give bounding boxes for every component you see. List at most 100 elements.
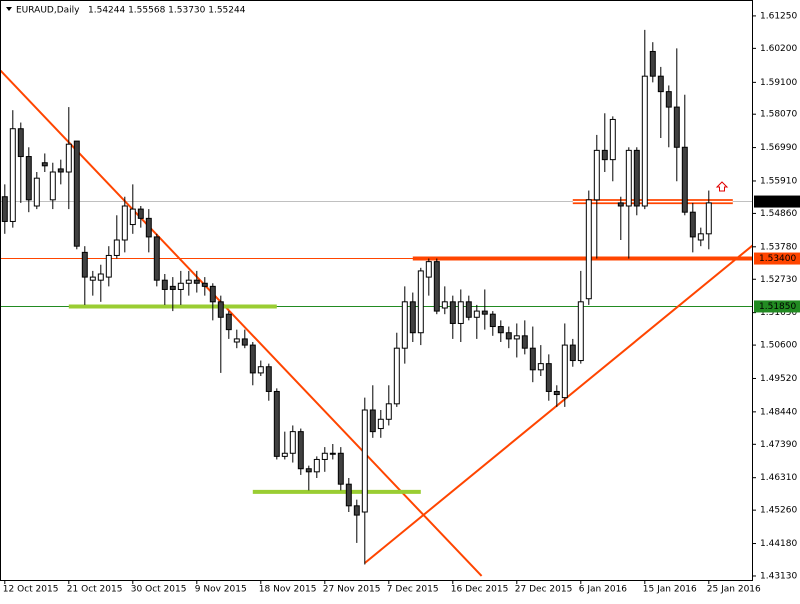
x-tick-label: 30 Oct 2015 — [131, 585, 187, 595]
y-tick-label: 1.45260 — [760, 506, 797, 516]
x-tick-label: 6 Jan 2016 — [579, 585, 627, 595]
candle-body — [233, 338, 240, 343]
candle-body — [217, 301, 224, 318]
candle-body — [441, 301, 448, 309]
candle-body — [337, 452, 344, 485]
candle-body — [241, 338, 248, 346]
candle-body — [529, 347, 536, 371]
candle-body — [369, 409, 376, 433]
y-tick-label: 1.44180 — [760, 539, 797, 549]
candle-body — [201, 282, 208, 287]
y-tick-label: 1.52730 — [760, 275, 797, 285]
candle-body — [417, 270, 424, 334]
candle-body — [409, 301, 416, 334]
candle-body — [593, 149, 600, 201]
trend-line — [364, 244, 752, 564]
x-tick-label: 15 Jan 2016 — [643, 585, 697, 595]
candle-body — [65, 143, 72, 173]
y-tick-label: 1.61250 — [760, 11, 797, 21]
candle-body — [225, 313, 232, 331]
candle-body — [129, 208, 136, 226]
candle-body — [257, 366, 264, 374]
plot-frame — [0, 0, 753, 581]
candle-body — [185, 279, 192, 284]
candle-body — [353, 505, 360, 516]
y-tick-label: 1.51650 — [760, 308, 797, 318]
candle-body — [689, 211, 696, 238]
level-label: 1.51850 — [759, 302, 796, 312]
candle-body — [513, 335, 520, 340]
candle-body — [641, 75, 648, 207]
candle-body — [585, 199, 592, 300]
candle-body — [697, 233, 704, 241]
candle-body — [673, 106, 680, 148]
candle-body — [497, 326, 504, 334]
candle-body — [105, 254, 112, 278]
candle-body — [17, 128, 24, 158]
candle-body — [41, 162, 48, 167]
x-tick-label: 18 Nov 2015 — [259, 585, 317, 595]
candle-body — [665, 91, 672, 108]
candle-body — [121, 205, 128, 241]
candle-body — [633, 149, 640, 207]
candle-body — [273, 390, 280, 457]
candle-body — [657, 75, 664, 93]
level-label-box — [754, 252, 800, 265]
y-tick-label: 1.60200 — [760, 44, 797, 54]
level-label-box — [754, 300, 800, 313]
candle-body — [209, 285, 216, 303]
candle-body — [401, 301, 408, 349]
candle-body — [297, 431, 304, 470]
candle-body — [89, 276, 96, 281]
candle-body — [481, 310, 488, 315]
candle-body — [81, 251, 88, 278]
candle-body — [73, 140, 80, 247]
y-tick-label: 1.46310 — [760, 473, 797, 483]
x-tick-label: 21 Oct 2015 — [67, 585, 123, 595]
candle-body — [377, 418, 384, 430]
candle-body — [561, 344, 568, 399]
candle-body — [425, 261, 432, 278]
candle-body — [169, 285, 176, 290]
y-tick-label: 1.53780 — [760, 242, 797, 252]
candle-body — [465, 301, 472, 318]
candle-body — [313, 458, 320, 473]
x-tick-label: 25 Jan 2016 — [707, 585, 761, 595]
candle-body — [153, 236, 160, 281]
candle-body — [537, 363, 544, 371]
plot-area — [1, 29, 752, 577]
candle-body — [393, 347, 400, 405]
candle-body — [113, 239, 120, 256]
candle-body — [281, 452, 288, 457]
x-tick-label: 7 Dec 2015 — [387, 585, 439, 595]
candle-body — [577, 301, 584, 362]
y-tick-label: 1.59100 — [760, 78, 797, 88]
chart-title: EURAUD,Daily — [16, 6, 80, 16]
candle-body — [249, 344, 256, 374]
candle-body — [321, 452, 328, 460]
candle-body — [625, 149, 632, 207]
y-tick-label: 1.58070 — [760, 110, 797, 120]
candle-body — [329, 452, 336, 455]
y-tick-label: 1.48440 — [760, 407, 797, 417]
candle-body — [345, 483, 352, 507]
candle-body — [601, 149, 608, 161]
x-tick-label: 9 Nov 2015 — [195, 585, 247, 595]
candle-body — [265, 366, 272, 392]
candle-body — [97, 273, 104, 281]
candle-body — [705, 202, 712, 235]
candle-body — [433, 261, 440, 312]
level-label: 1.53400 — [759, 254, 796, 264]
candle-body — [25, 156, 32, 201]
y-tick-label: 1.55910 — [760, 176, 797, 186]
candle-body — [9, 128, 16, 222]
y-tick-label: 1.50600 — [760, 341, 797, 351]
candle-body — [449, 301, 456, 324]
candle-body — [473, 310, 480, 318]
candle-body — [193, 279, 200, 284]
y-tick-label: 1.47390 — [760, 440, 797, 450]
candle-body — [489, 313, 496, 328]
candle-body — [681, 146, 688, 213]
